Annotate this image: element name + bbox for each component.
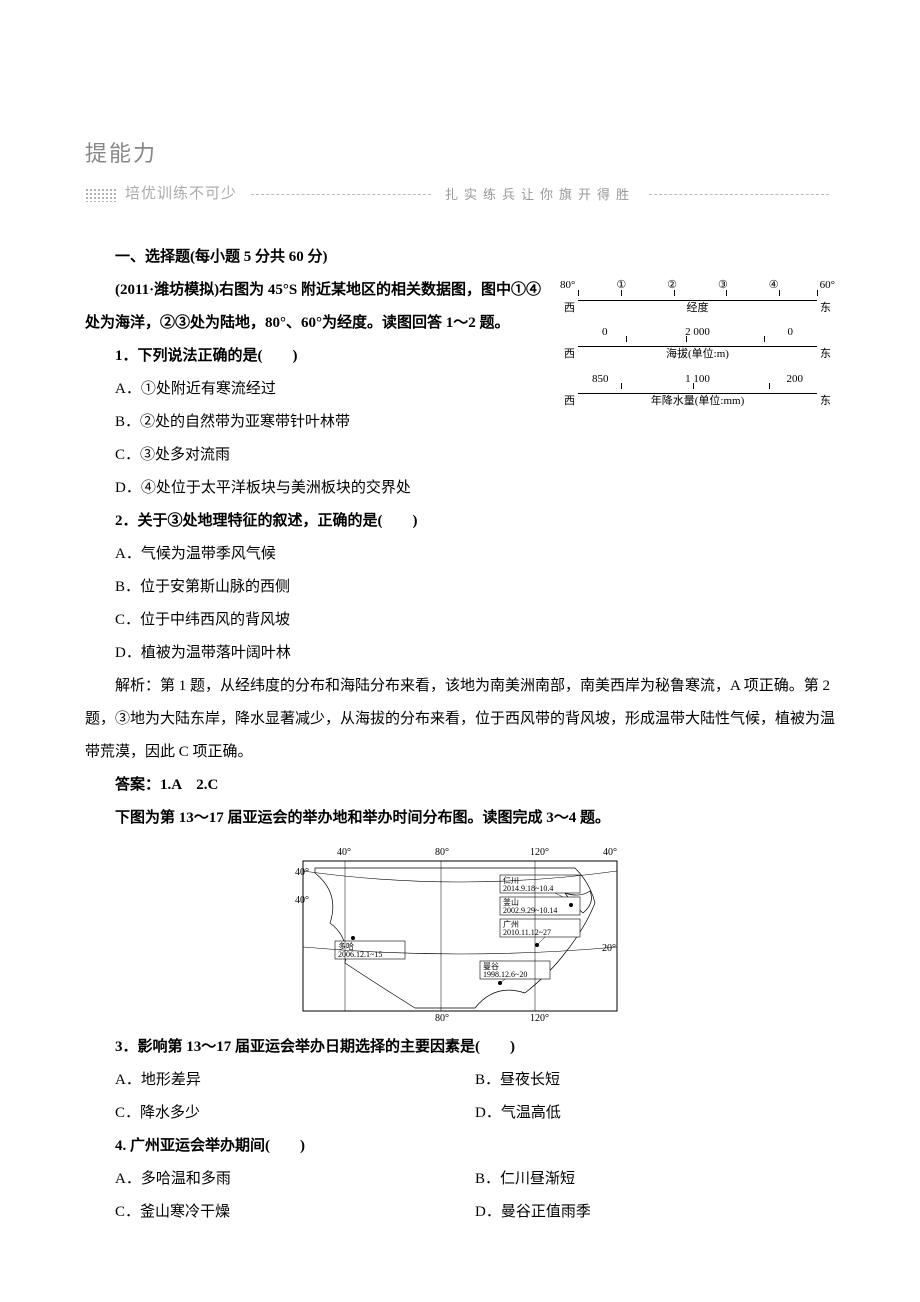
elev-0b: 0 (788, 325, 794, 339)
date-incheon: 2014.9.18~10.4 (503, 884, 553, 893)
subtitle-text: 培优训练不可少 (125, 178, 237, 211)
q3-stem: 3．影响第 13～17 届亚运会举办日期选择的主要因素是( ) (85, 1031, 835, 1064)
q4-opt-a: A．多哈温和多雨 (115, 1163, 475, 1196)
map-lon-120b: 120° (530, 1013, 549, 1023)
elev-2000: 2 000 (685, 325, 710, 339)
q2-opt-a: A．气候为温带季风气候 (85, 538, 835, 571)
map-lat-20: 20° (602, 943, 616, 954)
elevation-axis (578, 339, 817, 347)
q4-opt-c: C．釜山寒冷干燥 (115, 1196, 475, 1229)
map-lon-80: 80° (435, 847, 449, 858)
q1-opt-c: C．③处多对流雨 (85, 439, 835, 472)
q3-options: A．地形差异 B．昼夜长短 C．降水多少 D．气温高低 (85, 1064, 835, 1130)
elevation-labels: 0 2 000 0 (560, 325, 835, 339)
q1-opt-d: D．④处位于太平洋板块与美洲板块的交界处 (85, 472, 835, 505)
dash-line-right (649, 194, 829, 195)
diagram-row-longitude: 80° ① ② ③ ④ 60° 西 经度 (560, 278, 835, 315)
q3-opt-a: A．地形差异 (115, 1064, 475, 1097)
longitude-labels: 80° ① ② ③ ④ 60° (560, 278, 835, 292)
section2-intro: 下图为第 13～17 届亚运会的举办地和举办时间分布图。读图完成 3～4 题。 (85, 802, 835, 835)
diagram-row-elevation: 0 2 000 0 西 海拔(单位:m) 东 (560, 325, 835, 362)
dash-line-left (251, 194, 431, 195)
precip-1100: 1 100 (685, 372, 710, 386)
map-lat-40b: 40° (295, 895, 309, 906)
analysis-12: 解析：第 1 题，从经纬度的分布和海陆分布来看，该地为南美洲南部，南美西岸为秘鲁… (85, 670, 835, 769)
lon-west: 西 (564, 301, 575, 315)
longitude-axis (578, 293, 817, 301)
precip-labels: 850 1 100 200 (560, 372, 835, 386)
elev-0a: 0 (602, 325, 608, 339)
date-guangzhou: 2010.11.12~27 (503, 928, 551, 937)
q3-opt-b: B．昼夜长短 (475, 1064, 835, 1097)
q4-opt-b: B．仁川昼渐短 (475, 1163, 835, 1196)
q2-opt-c: C．位于中纬西风的背风坡 (85, 604, 835, 637)
lon-mark4: ④ (769, 278, 779, 292)
section-heading: 一、选择题(每小题 5 分共 60 分) (85, 241, 835, 274)
date-bangkok: 1998.12.6~20 (483, 970, 527, 979)
answer-12: 答案：1.A 2.C (85, 769, 835, 802)
map-lon-40a: 40° (337, 847, 351, 858)
q4-opt-d: D．曼谷正值雨季 (475, 1196, 835, 1229)
intro-prefix: (2011·潍坊模拟) (115, 282, 219, 298)
q2-opt-d: D．植被为温带落叶阔叶林 (85, 637, 835, 670)
precip-200: 200 (787, 372, 804, 386)
lon-east: 东 (820, 301, 831, 315)
lon-80: 80° (560, 278, 575, 292)
elev-west: 西 (564, 347, 575, 361)
precip-west: 西 (564, 394, 575, 408)
header-section: 提能力 培优训练不可少 扎实练兵让你旗开得胜 (85, 130, 835, 211)
map-lon-80b: 80° (435, 1013, 449, 1023)
q3-opt-c: C．降水多少 (115, 1097, 475, 1130)
elevation-caption: 西 海拔(单位:m) 东 (560, 347, 835, 361)
content-body: 一、选择题(每小题 5 分共 60 分) 80° ① ② ③ ④ 60° (85, 241, 835, 1229)
lon-mid: 经度 (687, 301, 709, 315)
q2-stem: 2．关于③处地理特征的叙述，正确的是( ) (85, 505, 835, 538)
main-skill-title: 提能力 (85, 130, 835, 178)
precip-axis (578, 386, 817, 394)
lon-mark2: ② (667, 278, 677, 292)
dotted-decoration (85, 188, 117, 202)
data-diagram: 80° ① ② ③ ④ 60° 西 经度 (560, 278, 835, 418)
map-lon-40b: 40° (603, 847, 617, 858)
elev-mid: 海拔(单位:m) (666, 347, 729, 361)
q4-stem: 4. 广州亚运会举办期间( ) (85, 1130, 835, 1163)
longitude-caption: 西 经度 东 (560, 301, 835, 315)
q2-opt-b: B．位于安第斯山脉的西侧 (85, 571, 835, 604)
precip-850: 850 (592, 372, 609, 386)
q12-block: 80° ① ② ③ ④ 60° 西 经度 (85, 274, 835, 670)
map-lat-40a: 40° (295, 867, 309, 878)
subtitle-row: 培优训练不可少 扎实练兵让你旗开得胜 (85, 178, 835, 211)
slogan-text: 扎实练兵让你旗开得胜 (445, 181, 635, 210)
map-lon-120: 120° (530, 847, 549, 858)
precip-east: 东 (820, 394, 831, 408)
precip-mid: 年降水量(单位:mm) (651, 394, 745, 408)
diagram-row-precip: 850 1 100 200 西 年降水量(单位:mm) 东 (560, 372, 835, 409)
lon-60: 60° (820, 278, 835, 292)
q3-opt-d: D．气温高低 (475, 1097, 835, 1130)
q4-options: A．多哈温和多雨 B．仁川昼渐短 C．釜山寒冷干燥 D．曼谷正值雨季 (85, 1163, 835, 1229)
asia-games-map: 40° 80° 120° 40° 40° 40° 20° 80° 120° 仁川… (295, 843, 625, 1023)
precip-caption: 西 年降水量(单位:mm) 东 (560, 394, 835, 408)
date-busan: 2002.9.29~10.14 (503, 906, 557, 915)
elev-east: 东 (820, 347, 831, 361)
